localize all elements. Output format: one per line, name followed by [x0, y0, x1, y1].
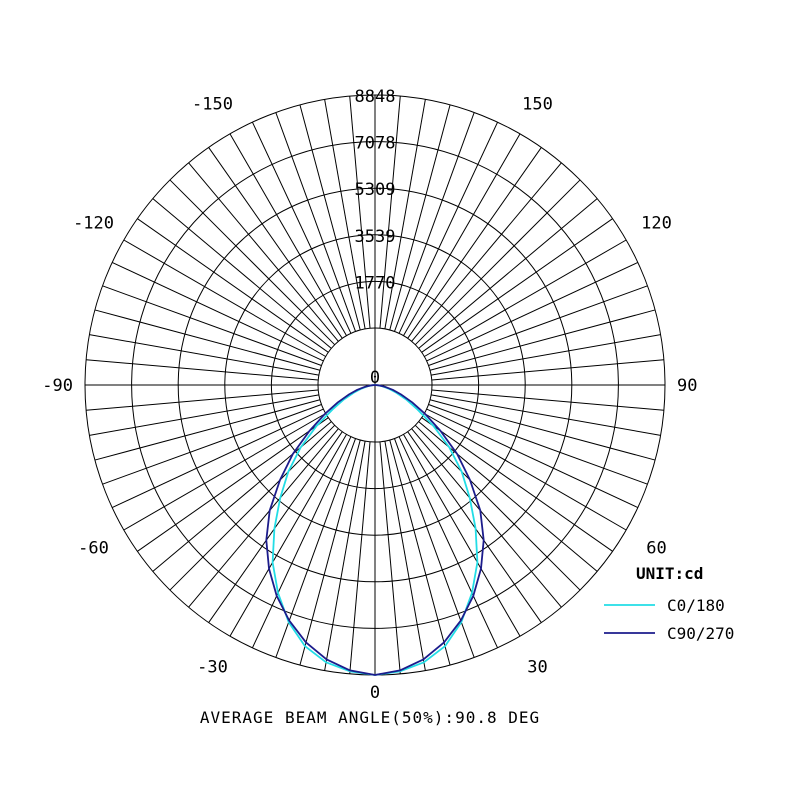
grid-spoke	[403, 133, 521, 336]
grid-spoke	[229, 133, 347, 336]
polar-grid	[84, 94, 666, 676]
grid-spoke	[111, 408, 324, 509]
grid-spoke	[324, 99, 366, 329]
grid-spoke	[426, 408, 639, 509]
grid-spoke	[94, 309, 321, 371]
grid-spoke	[389, 439, 451, 666]
grid-spoke	[208, 147, 343, 339]
grid-spoke	[123, 413, 326, 531]
grid-spoke	[94, 399, 321, 461]
angle-label: -120	[73, 214, 114, 234]
grid-spoke	[424, 239, 627, 357]
grid-spoke	[86, 389, 319, 411]
ring-value-label: 5309	[355, 180, 396, 200]
grid-spoke	[429, 399, 656, 461]
angle-label: 60	[646, 539, 666, 559]
grid-spoke	[102, 285, 322, 366]
angle-label: 120	[641, 214, 672, 234]
grid-spoke	[89, 394, 319, 436]
center-value-label: 0	[370, 368, 380, 388]
grid-spoke	[349, 96, 371, 329]
ring-value-label: 1770	[355, 273, 396, 293]
grid-spoke	[384, 99, 426, 329]
angle-label: 30	[527, 657, 547, 677]
grid-spoke	[431, 334, 661, 376]
grid-spoke	[379, 96, 401, 329]
ring-value-label: 8848	[355, 87, 396, 107]
angle-label: -150	[192, 95, 233, 115]
grid-spoke	[102, 404, 322, 485]
angle-label: -60	[78, 539, 109, 559]
grid-spoke	[407, 147, 542, 339]
grid-spoke	[418, 421, 598, 572]
legend-label: C0/180	[667, 596, 725, 615]
grid-spoke	[86, 359, 319, 381]
grid-spoke	[349, 441, 371, 674]
legend: UNIT:cd C0/180 C90/270	[604, 564, 734, 643]
grid-spoke	[123, 239, 326, 357]
grid-spoke	[431, 394, 661, 436]
data-series	[265, 384, 485, 676]
unit-label: UNIT:cd	[636, 564, 703, 583]
grid-spoke	[299, 104, 361, 331]
grid-spoke	[137, 218, 329, 353]
grid-spoke	[424, 413, 627, 531]
series-line-c90-270	[265, 384, 485, 676]
grid-spoke	[251, 121, 352, 334]
grid-spoke	[152, 198, 332, 349]
grid-spoke	[431, 359, 664, 381]
grid-spoke	[137, 417, 329, 552]
grid-spoke	[414, 179, 581, 346]
ring-value-label: 3539	[355, 227, 396, 247]
grid-spoke	[398, 436, 499, 649]
grid-spoke	[229, 434, 347, 637]
angle-label: 90	[677, 376, 697, 396]
grid-spoke	[111, 261, 324, 362]
grid-spoke	[275, 112, 356, 332]
grid-spoke	[398, 121, 499, 334]
grid-spoke	[188, 428, 339, 608]
grid-spoke	[169, 179, 336, 346]
grid-spoke	[428, 285, 648, 366]
angle-label: 150	[522, 95, 553, 115]
grid-spoke	[403, 434, 521, 637]
grid-spoke	[411, 162, 562, 342]
grid-spoke	[188, 162, 339, 342]
grid-spoke	[421, 218, 613, 353]
grid-spoke	[431, 389, 664, 411]
ring-value-label: 7078	[355, 134, 396, 154]
grid-spoke	[89, 334, 319, 376]
grid-spoke	[299, 439, 361, 666]
beam-angle-caption: AVERAGE BEAM ANGLE(50%):90.8 DEG	[200, 708, 540, 727]
grid-spoke	[414, 424, 581, 591]
ring-labels: 1770 3539 5309 7078 8848 0	[355, 87, 396, 388]
grid-spoke	[428, 404, 648, 485]
angle-label: -30	[197, 657, 228, 677]
grid-spoke	[389, 104, 451, 331]
grid-spoke	[324, 441, 366, 671]
grid-spoke	[251, 436, 352, 649]
angle-label: 0	[370, 683, 380, 703]
angle-label: -90	[42, 376, 73, 396]
angle-labels: 0 30 -30 60 -60 90 -90 120 -120 150 -150	[42, 95, 697, 703]
legend-label: C90/270	[667, 624, 734, 643]
grid-spoke	[429, 309, 656, 371]
grid-spoke	[169, 424, 336, 591]
grid-spoke	[411, 428, 562, 608]
grid-spoke	[426, 261, 639, 362]
grid-spoke	[421, 417, 613, 552]
grid-spoke	[394, 112, 475, 332]
grid-spoke	[379, 441, 401, 674]
grid-spoke	[418, 198, 598, 349]
grid-spoke	[384, 441, 426, 671]
grid-spoke	[152, 421, 332, 572]
